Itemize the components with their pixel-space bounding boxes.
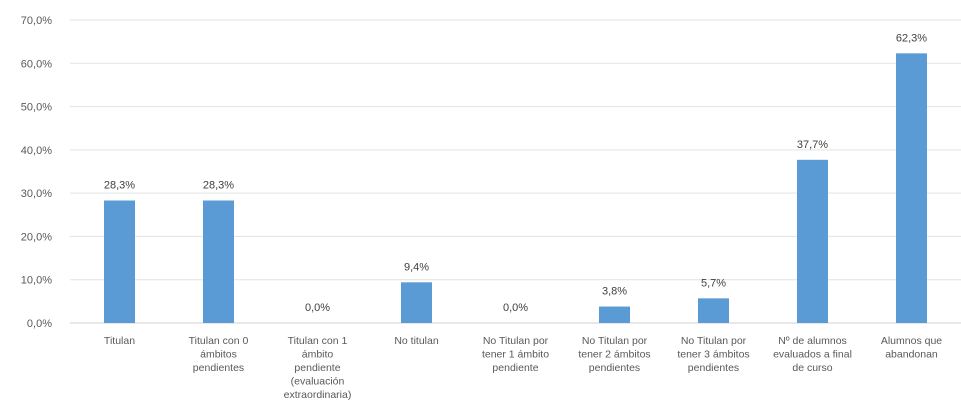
- y-tick-label: 50,0%: [21, 102, 52, 114]
- x-tick-label-line: Alumnos que: [881, 335, 942, 347]
- x-tick-label-line: No titulan: [394, 335, 439, 347]
- x-tick-label-line: pendientes: [193, 362, 244, 374]
- x-tick-label-line: de curso: [792, 362, 832, 374]
- x-tick-label: No Titulan por tener 1 ámbito pendiente: [482, 335, 549, 374]
- bars: [104, 53, 927, 324]
- y-axis-tick-labels: 0,0% 10,0% 20,0% 30,0% 40,0% 50,0% 60,0% 70,0%: [21, 15, 52, 330]
- bar: [203, 200, 234, 323]
- bar: [698, 298, 729, 323]
- x-tick-label-line: (evaluación: [291, 376, 345, 388]
- x-tick-label: No Titulan por tener 3 ámbitos pendientes: [677, 335, 749, 374]
- x-tick-label-line: No Titulan por: [681, 335, 747, 347]
- bar: [599, 306, 630, 323]
- y-tick-label: 0,0%: [27, 318, 52, 330]
- data-label: 3,8%: [602, 286, 627, 298]
- bar: [797, 159, 828, 323]
- y-tick-label: 60,0%: [21, 58, 52, 70]
- data-label: 28,3%: [203, 180, 234, 192]
- y-tick-label: 40,0%: [21, 145, 52, 157]
- bar: [401, 282, 432, 323]
- x-tick-label-line: tener 2 ámbitos: [578, 349, 650, 361]
- x-tick-label-line: ámbito: [302, 349, 334, 361]
- data-label: 0,0%: [305, 302, 330, 314]
- x-tick-label: Alumnos que abandonan: [881, 335, 942, 361]
- x-tick-label-line: pendientes: [688, 362, 739, 374]
- x-tick-label-line: No Titulan por: [483, 335, 549, 347]
- x-tick-label-line: Titulan con 1: [288, 335, 348, 347]
- x-axis-category-labels: Titulan Titulan con 0 ámbitos pendientesTit…: [104, 335, 942, 401]
- x-tick-label: No titulan: [394, 335, 439, 347]
- x-tick-label-line: extraordinaria): [284, 389, 352, 401]
- data-label: 0,0%: [503, 302, 528, 314]
- x-tick-label: Nº de alumnos evaluados a final de curso: [773, 335, 852, 374]
- x-tick-label-line: No Titulan por: [582, 335, 648, 347]
- x-tick-label-line: pendiente: [294, 362, 340, 374]
- y-tick-label: 30,0%: [21, 188, 52, 200]
- data-label: 62,3%: [896, 32, 927, 44]
- x-tick-label-line: evaluados a final: [773, 349, 852, 361]
- bar: [896, 53, 927, 324]
- x-tick-label: Titulan con 1 ámbito pendiente (evaluación e…: [284, 335, 352, 401]
- y-tick-label: 70,0%: [21, 15, 52, 27]
- data-label: 5,7%: [701, 277, 726, 289]
- x-tick-label-line: abandonan: [885, 349, 938, 361]
- x-tick-label-line: Titulan con 0: [189, 335, 249, 347]
- y-tick-label: 20,0%: [21, 231, 52, 243]
- bar: [104, 200, 135, 323]
- data-label: 9,4%: [404, 261, 429, 273]
- x-tick-label: Titulan: [104, 335, 135, 347]
- data-label: 28,3%: [104, 180, 135, 192]
- x-tick-label: Titulan con 0 ámbitos pendientes: [189, 335, 249, 374]
- x-tick-label-line: ámbitos: [200, 349, 237, 361]
- x-tick-label-line: Titulan: [104, 335, 135, 347]
- x-tick-label-line: pendientes: [589, 362, 640, 374]
- x-tick-label-line: Nº de alumnos: [778, 335, 847, 347]
- y-tick-label: 10,0%: [21, 275, 52, 287]
- x-tick-label-line: tener 3 ámbitos: [677, 349, 749, 361]
- data-label: 37,7%: [797, 139, 828, 151]
- x-tick-label-line: pendiente: [492, 362, 538, 374]
- x-tick-label-line: tener 1 ámbito: [482, 349, 549, 361]
- x-tick-label: No Titulan por tener 2 ámbitos pendientes: [578, 335, 650, 374]
- data-labels: 28,3% 28,3% 0,0% 9,4% 0,0% 3,8% 5,7% 37,7% 62,3%: [104, 32, 927, 314]
